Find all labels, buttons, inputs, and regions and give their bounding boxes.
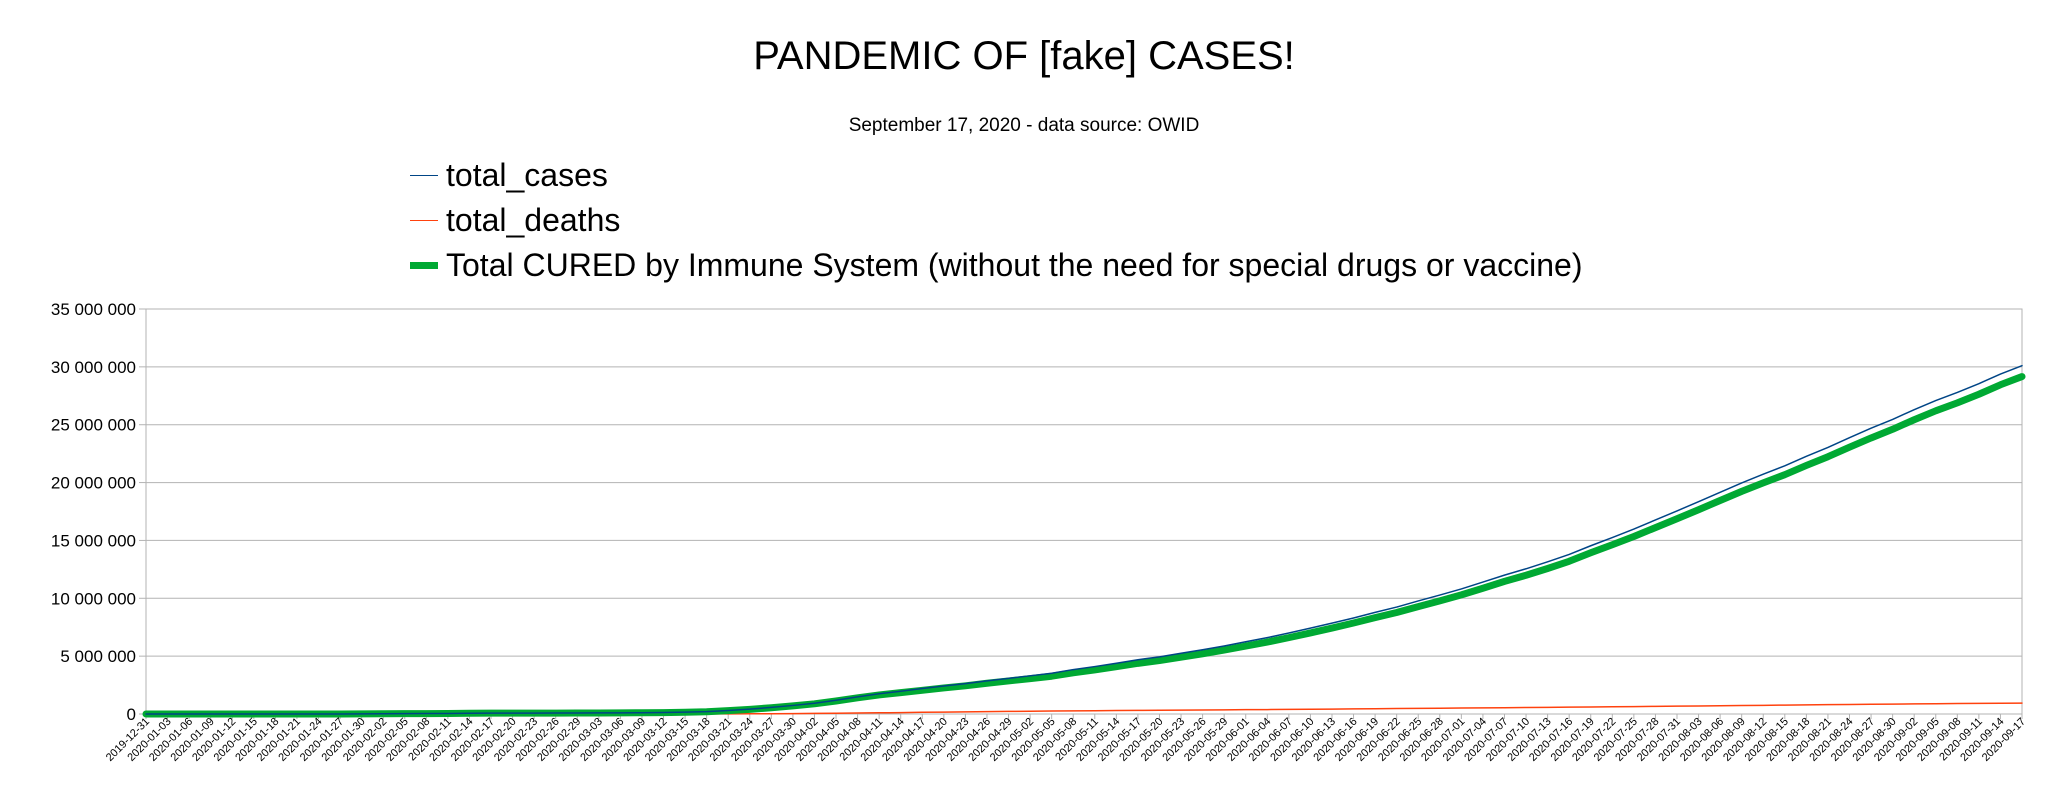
y-tick-label: 10 000 000 <box>51 589 136 608</box>
legend-item-total-deaths: total_deaths <box>410 198 1582 243</box>
legend-swatch-total-cases <box>410 175 438 176</box>
chart-title: PANDEMIC OF [fake] CASES! <box>753 34 1295 78</box>
legend-item-total-cases: total_cases <box>410 153 1582 198</box>
legend-swatch-total-deaths <box>410 220 438 221</box>
legend-label-total-cases: total_cases <box>446 157 608 193</box>
chart-subtitle: September 17, 2020 - data source: OWID <box>848 115 1200 136</box>
legend-swatch-total-cured <box>410 262 438 269</box>
y-tick-label: 20 000 000 <box>51 474 136 493</box>
y-tick-label: 0 <box>127 705 136 724</box>
y-tick-label: 25 000 000 <box>51 416 136 435</box>
y-tick-label: 35 000 000 <box>51 300 136 319</box>
y-tick-label: 30 000 000 <box>51 358 136 377</box>
legend-label-total-cured: Total CURED by Immune System (without th… <box>446 247 1583 283</box>
legend-label-total-deaths: total_deaths <box>446 202 621 238</box>
y-tick-label: 15 000 000 <box>51 531 136 550</box>
series-line-total <box>142 373 2026 718</box>
plot-area-border <box>145 308 2023 715</box>
series-line-total-cases <box>145 364 2023 715</box>
chart-legend: total_cases total_deaths Total CURED by … <box>410 153 1582 288</box>
legend-item-total-cured: Total CURED by Immune System (without th… <box>410 243 1582 288</box>
y-tick-label: 5 000 000 <box>60 647 136 666</box>
